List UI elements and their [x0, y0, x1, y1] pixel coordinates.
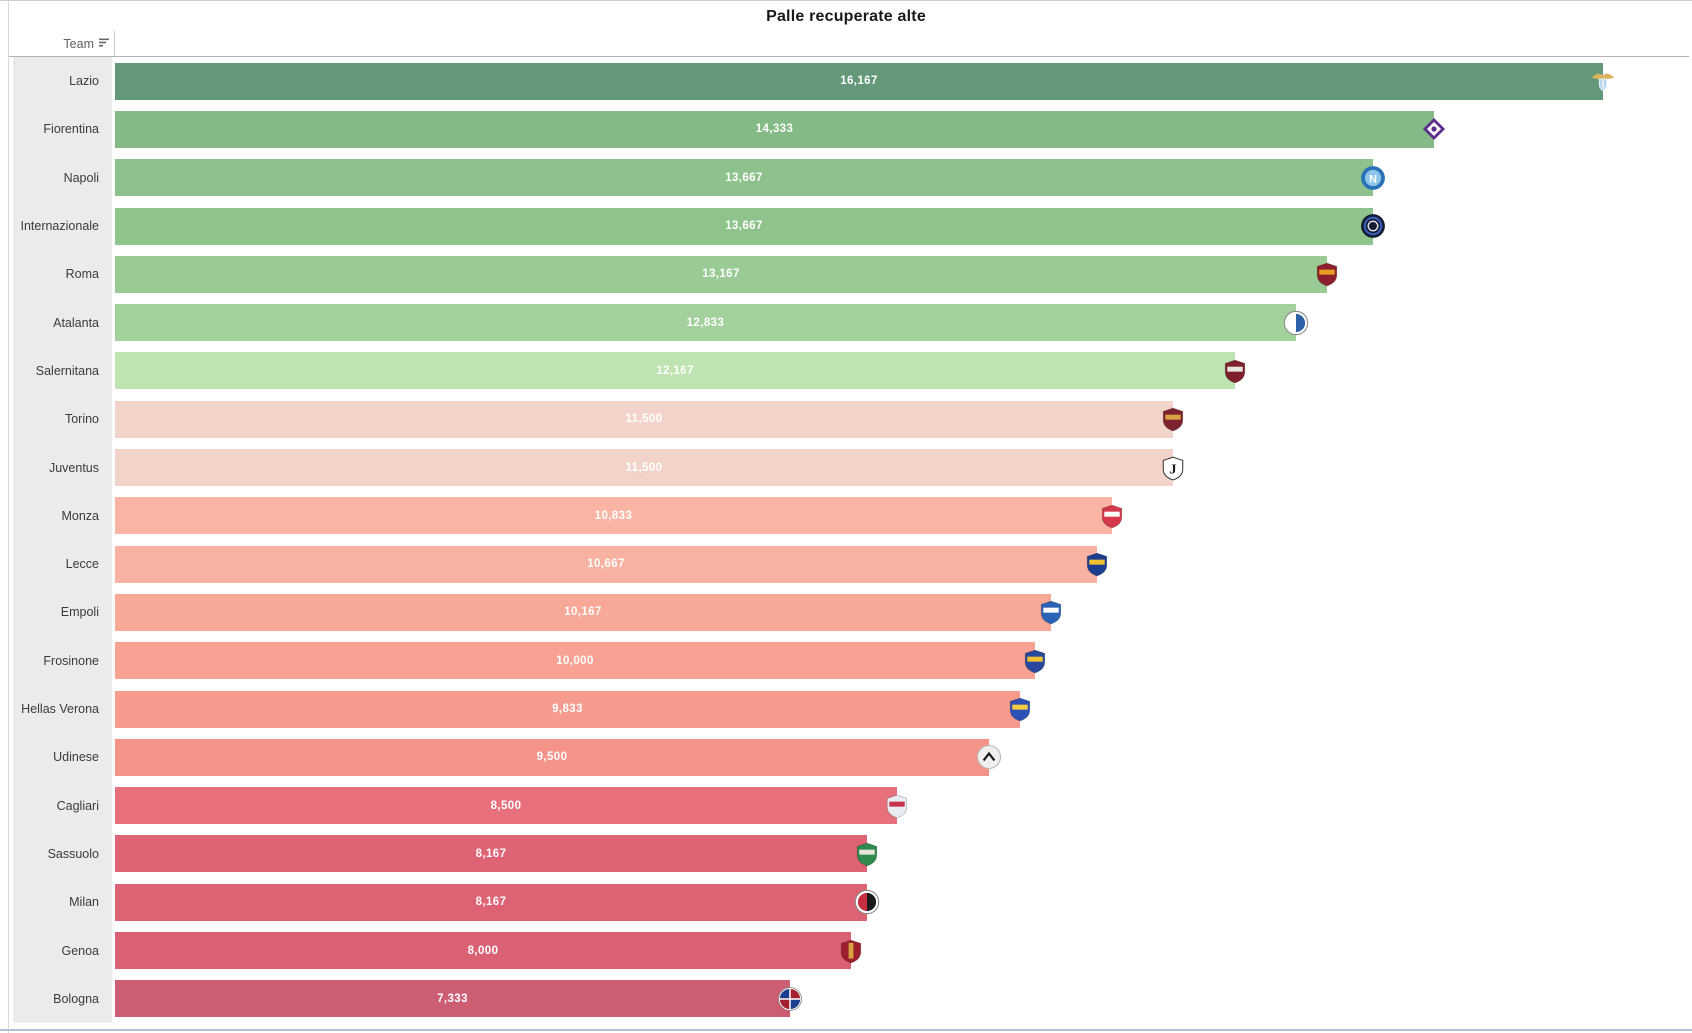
- team-label-torino: Torino: [64, 412, 99, 427]
- team-label-empoli: Empoli: [60, 605, 99, 620]
- bar-lecce[interactable]: 10,667: [115, 545, 1097, 583]
- team-logo-hellas-verona-icon: [1007, 696, 1033, 722]
- bar-internazionale[interactable]: 13,667: [115, 207, 1373, 245]
- team-label-internazionale: Internazionale: [20, 219, 99, 234]
- team-label-juventus: Juventus: [48, 460, 99, 475]
- team-label-napoli: Napoli: [63, 170, 99, 185]
- sort-descending-icon: [99, 37, 110, 51]
- bar-genoa[interactable]: 8,000: [115, 932, 851, 970]
- team-label-udinese: Udinese: [53, 750, 99, 765]
- bar-roma[interactable]: 13,167: [115, 255, 1327, 293]
- team-logo-napoli-icon: N: [1360, 165, 1386, 191]
- bar-value-label: 13,667: [725, 220, 763, 233]
- bar-value-label: 16,167: [840, 75, 878, 88]
- team-logo-frosinone-icon: [1022, 648, 1048, 674]
- bar-value-label: 10,000: [556, 654, 594, 667]
- team-logo-fiorentina-icon: [1421, 116, 1447, 142]
- bar-frosinone[interactable]: 10,000: [115, 642, 1035, 680]
- bar-juventus[interactable]: 11,500: [115, 449, 1173, 487]
- team-logo-genoa-icon: [838, 938, 864, 964]
- team-logo-lecce-icon: [1084, 551, 1110, 577]
- team-label-roma: Roma: [65, 267, 99, 282]
- team-logo-roma-icon: [1314, 261, 1340, 287]
- team-logo-torino-icon: [1160, 406, 1186, 432]
- team-logo-empoli-icon: [1038, 599, 1064, 625]
- bottom-edge-line: [0, 1029, 1692, 1031]
- svg-text:J: J: [1169, 461, 1176, 477]
- team-logo-cagliari-icon: [884, 793, 910, 819]
- team-label-salernitana: Salernitana: [35, 363, 99, 378]
- bar-value-label: 10,167: [564, 606, 602, 619]
- team-logo-atalanta-icon: [1283, 310, 1309, 336]
- bar-torino[interactable]: 11,500: [115, 400, 1173, 438]
- team-label-sassuolo: Sassuolo: [47, 846, 99, 861]
- bar-value-label: 8,000: [467, 944, 499, 957]
- team-logo-internazionale-icon: [1360, 213, 1386, 239]
- team-logo-udinese-icon: [976, 744, 1002, 770]
- bar-value-label: 12,833: [686, 316, 725, 329]
- team-logo-bologna-icon: [777, 986, 803, 1012]
- bar-lazio[interactable]: 16,167: [115, 62, 1603, 100]
- bar-salernitana[interactable]: 12,167: [115, 352, 1235, 390]
- team-label-fiorentina: Fiorentina: [43, 122, 99, 137]
- bar-value-label: 13,667: [725, 171, 763, 184]
- bar-value-label: 7,333: [437, 992, 468, 1005]
- bar-monza[interactable]: 10,833: [115, 497, 1112, 535]
- header-underline: [9, 56, 1689, 57]
- team-logo-monza-icon: [1099, 503, 1125, 529]
- team-column-sort-header[interactable]: Team: [13, 32, 112, 56]
- bar-value-label: 10,667: [587, 558, 625, 571]
- svg-text:N: N: [1369, 173, 1377, 185]
- bar-empoli[interactable]: 10,167: [115, 593, 1051, 631]
- team-label-lazio: Lazio: [69, 74, 99, 89]
- team-logo-sassuolo-icon: [854, 841, 880, 867]
- bar-fiorentina[interactable]: 14,333: [115, 110, 1434, 148]
- bar-value-label: 14,333: [755, 123, 794, 136]
- bar-value-label: 9,833: [552, 703, 583, 716]
- bar-cagliari[interactable]: 8,500: [115, 787, 897, 825]
- team-logo-milan-icon: [854, 889, 880, 915]
- chart-title: Palle recuperate alte: [766, 8, 926, 25]
- bar-sassuolo[interactable]: 8,167: [115, 835, 867, 873]
- bar-value-label: 8,167: [475, 896, 507, 909]
- team-label-frosinone: Frosinone: [43, 653, 99, 668]
- team-logo-juventus-icon: J: [1160, 455, 1186, 481]
- team-label-bologna: Bologna: [53, 991, 99, 1006]
- bar-value-label: 8,500: [490, 799, 522, 812]
- bar-value-label: 11,500: [625, 413, 663, 426]
- bar-milan[interactable]: 8,167: [115, 883, 867, 921]
- team-label-hellas-verona: Hellas Verona: [21, 702, 99, 717]
- team-header-label: Team: [63, 37, 94, 51]
- team-logo-salernitana-icon: [1222, 358, 1248, 384]
- bar-value-label: 10,833: [594, 509, 633, 522]
- bar-value-label: 8,167: [475, 847, 507, 860]
- bar-value-label: 9,500: [536, 751, 568, 764]
- bar-value-label: 11,500: [625, 461, 663, 474]
- team-label-cagliari: Cagliari: [56, 798, 99, 813]
- team-label-lecce: Lecce: [65, 557, 99, 572]
- bar-bologna[interactable]: 7,333: [115, 980, 790, 1018]
- bar-value-label: 12,167: [656, 364, 694, 377]
- team-label-genoa: Genoa: [61, 943, 99, 958]
- team-label-milan: Milan: [69, 895, 99, 910]
- bar-hellas-verona[interactable]: 9,833: [115, 690, 1020, 728]
- header-divider-line: [114, 31, 115, 56]
- left-border: [8, 1, 9, 1033]
- team-label-monza: Monza: [61, 508, 99, 523]
- bar-value-label: 13,167: [702, 268, 740, 281]
- category-axis-background: [13, 57, 112, 1023]
- bar-atalanta[interactable]: 12,833: [115, 304, 1296, 342]
- bar-napoli[interactable]: 13,667: [115, 159, 1373, 197]
- bar-udinese[interactable]: 9,500: [115, 738, 989, 776]
- team-label-atalanta: Atalanta: [53, 315, 99, 330]
- team-logo-lazio-icon: [1590, 68, 1616, 94]
